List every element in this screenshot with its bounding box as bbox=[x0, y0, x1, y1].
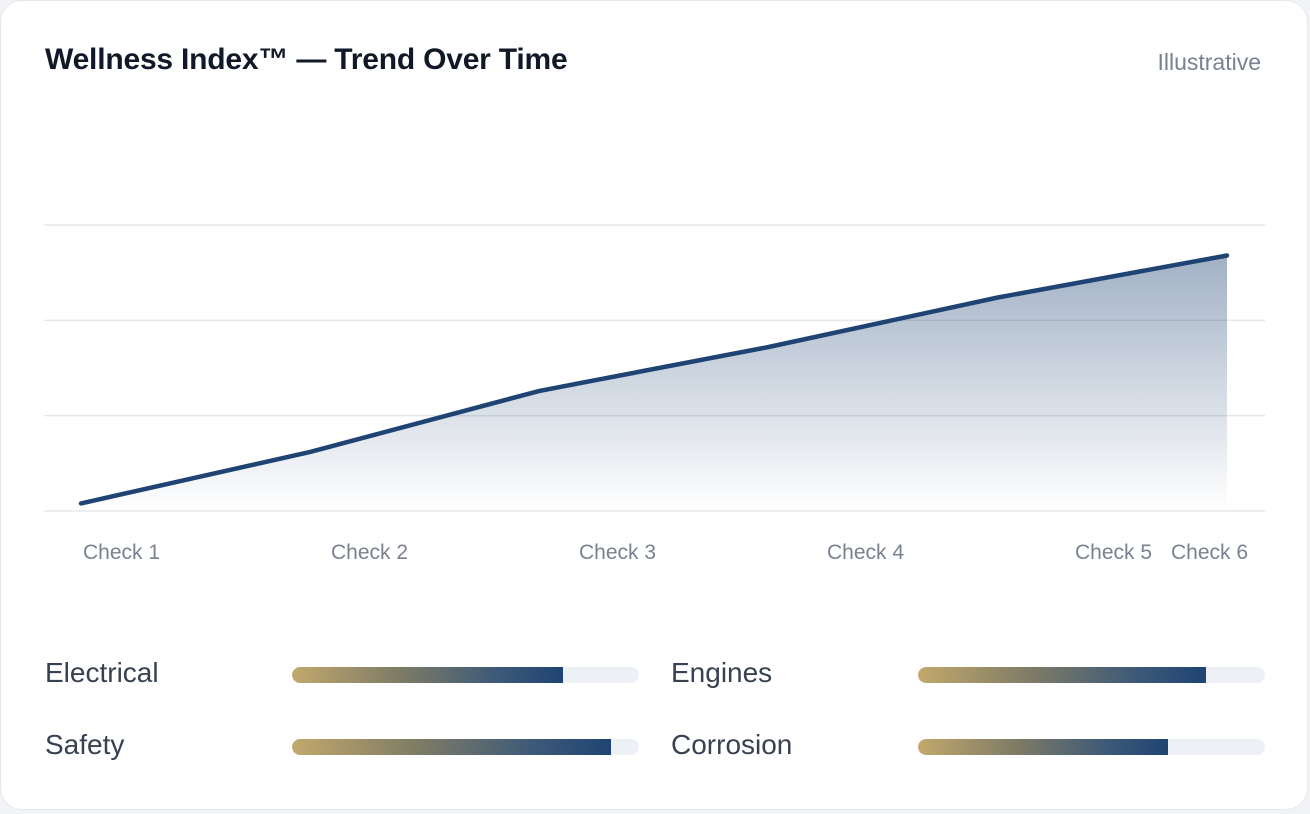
progress-fill bbox=[918, 739, 1168, 755]
illustrative-badge: Illustrative bbox=[1157, 49, 1261, 75]
chart-title: Wellness Index™ — Trend Over Time bbox=[45, 43, 568, 76]
x-tick-label: Check 3 bbox=[579, 541, 656, 564]
metric-label: Electrical bbox=[45, 657, 159, 688]
series-area bbox=[81, 255, 1227, 511]
x-tick-label: Check 4 bbox=[827, 541, 904, 564]
metric-safety: Safety bbox=[45, 725, 639, 769]
x-tick-label: Check 6 bbox=[1171, 541, 1248, 564]
progress-fill bbox=[292, 739, 612, 755]
progress-track bbox=[918, 739, 1265, 755]
metric-corrosion: Corrosion bbox=[671, 725, 1265, 769]
metric-label: Corrosion bbox=[671, 729, 793, 760]
progress-fill bbox=[292, 667, 563, 683]
series-line bbox=[78, 253, 1230, 506]
x-tick-label: Check 5 bbox=[1075, 541, 1152, 564]
progress-fill bbox=[918, 667, 1206, 683]
progress-track bbox=[292, 667, 639, 683]
metric-label: Safety bbox=[45, 729, 125, 760]
x-tick-label: Check 2 bbox=[331, 541, 408, 564]
metric-electrical: Electrical bbox=[45, 653, 639, 697]
progress-track bbox=[918, 667, 1265, 683]
metrics-panel: Electrical Engines Safety Corrosion bbox=[45, 653, 1265, 783]
x-tick-label: Check 1 bbox=[83, 541, 160, 564]
metric-engines: Engines bbox=[671, 653, 1265, 697]
metric-label: Engines bbox=[671, 657, 773, 688]
progress-track bbox=[292, 739, 639, 755]
trend-chart: Check 1 Check 2 Check 3 Check 4 Check 5 Check… bbox=[44, 224, 1265, 564]
